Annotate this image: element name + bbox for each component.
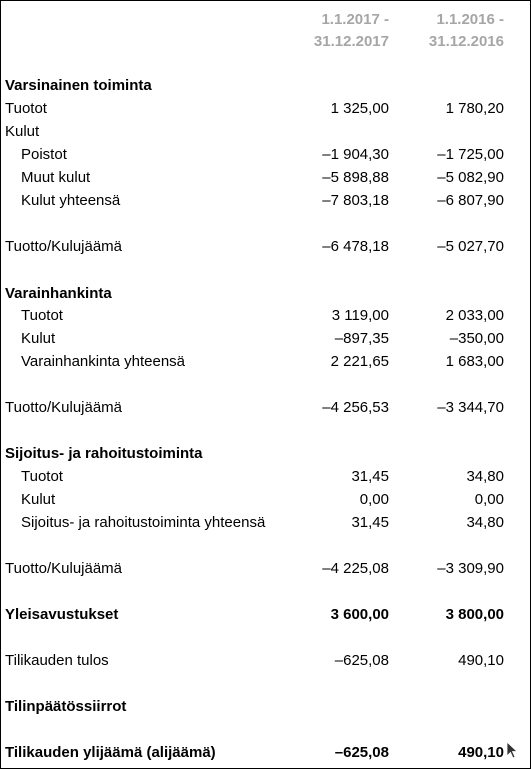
value-2017: 31,45 (351, 468, 389, 485)
value-2016: –3 309,90 (437, 560, 504, 577)
value-2017: 1 325,00 (330, 100, 389, 117)
column-header-2017-start: 1.1.2017 - (321, 11, 389, 28)
row-label: Sijoitus- ja rahoitustoiminta yhteensä (21, 514, 266, 531)
value-2016: –6 807,90 (437, 192, 504, 209)
table-row: Kulut (1, 121, 530, 143)
value-2017: –1 904,30 (322, 146, 389, 163)
table-row: Poistot –1 904,30 –1 725,00 (1, 144, 530, 166)
grand-total-row: Tilikauden ylijäämä (alijäämä) –625,08 4… (1, 742, 530, 764)
table-row: Sijoitus- ja rahoitustoiminta yhteensä 3… (1, 512, 530, 534)
subtotal-row: Tuotto/Kulujäämä –6 478,18 –5 027,70 (1, 236, 530, 258)
table-row: Kulut 0,00 0,00 (1, 489, 530, 511)
row-label: Tilinpäätössiirrot (5, 698, 127, 715)
row-label: Tilikauden ylijäämä (alijäämä) (5, 744, 216, 761)
subtotal-row: Tuotto/Kulujäämä –4 225,08 –3 309,90 (1, 558, 530, 580)
value-2016: 34,80 (466, 514, 504, 531)
column-header-2017: 1.1.2017 - 31.12.2017 (314, 9, 389, 53)
table-row: Kulut yhteensä –7 803,18 –6 807,90 (1, 190, 530, 212)
value-2017: –4 225,08 (322, 560, 389, 577)
row-label: Kulut (21, 330, 56, 347)
value-2017: 2 221,65 (330, 353, 389, 370)
value-2016: 2 033,00 (445, 307, 504, 324)
value-2016: –350,00 (449, 330, 504, 347)
value-2016: –5 082,90 (437, 169, 504, 186)
column-header-2016-end: 31.12.2016 (428, 33, 504, 50)
value-2017: 3 119,00 (331, 307, 389, 324)
table-row: Muut kulut –5 898,88 –5 082,90 (1, 167, 530, 189)
value-2016: 0,00 (474, 491, 504, 508)
table-row: Tuotot 3 119,00 2 033,00 (1, 305, 530, 327)
row-label: Tuotot (5, 100, 47, 117)
row-label: Varsinainen toiminta (5, 77, 152, 94)
value-2017: –5 898,88 (322, 169, 389, 186)
row-label: Tilikauden tulos (5, 652, 109, 669)
section-heading-varsinainen-toiminta: Varsinainen toiminta (1, 75, 530, 97)
value-2016: 3 800,00 (445, 606, 504, 623)
row-label: Tuotto/Kulujäämä (5, 238, 123, 255)
value-2017: –897,35 (334, 330, 389, 347)
value-2016: 1 683,00 (445, 353, 504, 370)
column-header-2016: 1.1.2016 - 31.12.2016 (429, 9, 504, 53)
value-2017: 3 600,00 (330, 606, 389, 623)
value-2016: –5 027,70 (437, 238, 504, 255)
mouse-pointer-icon (506, 741, 519, 759)
row-label: Muut kulut (21, 169, 91, 186)
column-header-2016-start: 1.1.2016 - (436, 11, 504, 28)
value-2017: 31,45 (351, 514, 389, 531)
row-label: Tuotto/Kulujäämä (5, 399, 123, 416)
value-2017: 0,00 (359, 491, 389, 508)
row-label: Tuotot (21, 468, 63, 485)
table-row: Tuotot 31,45 34,80 (1, 466, 530, 488)
row-label: Tuotto/Kulujäämä (5, 560, 123, 577)
table-row: Varainhankinta yhteensä 2 221,65 1 683,0… (1, 351, 530, 373)
section-heading-varainhankinta: Varainhankinta (1, 283, 530, 305)
value-2017: –6 478,18 (322, 238, 389, 255)
table-row: Kulut –897,35 –350,00 (1, 328, 530, 350)
value-2016: 1 780,20 (445, 100, 504, 117)
value-2017: –4 256,53 (322, 399, 389, 416)
value-2017: –7 803,18 (322, 192, 389, 209)
row-label: Tuotot (21, 307, 63, 324)
row-label: Poistot (21, 146, 67, 163)
row-label: Kulut (21, 491, 56, 508)
yleisavustukset-row: Yleisavustukset 3 600,00 3 800,00 (1, 604, 530, 626)
column-header-2017-end: 31.12.2017 (313, 33, 389, 50)
row-label: Kulut yhteensä (21, 192, 121, 209)
value-2016: 490,10 (458, 652, 504, 669)
row-label: Kulut (5, 123, 40, 140)
tilikauden-tulos-row: Tilikauden tulos –625,08 490,10 (1, 650, 530, 672)
row-label: Varainhankinta yhteensä (21, 353, 186, 370)
value-2016: 490,10 (458, 744, 504, 761)
subtotal-row: Tuotto/Kulujäämä –4 256,53 –3 344,70 (1, 397, 530, 419)
value-2016: 34,80 (466, 468, 504, 485)
table-row: Tuotot 1 325,00 1 780,20 (1, 98, 530, 120)
value-2017: –625,08 (334, 744, 389, 761)
section-heading-tilinpaatossiirrot: Tilinpäätössiirrot (1, 696, 530, 718)
value-2016: –1 725,00 (437, 146, 504, 163)
row-label: Varainhankinta (5, 285, 112, 302)
value-2016: –3 344,70 (437, 399, 504, 416)
row-label: Sijoitus- ja rahoitustoiminta (5, 445, 203, 462)
row-label: Yleisavustukset (5, 606, 119, 623)
value-2017: –625,08 (334, 652, 389, 669)
section-heading-sijoitus-ja-rahoitustoiminta: Sijoitus- ja rahoitustoiminta (1, 443, 530, 465)
